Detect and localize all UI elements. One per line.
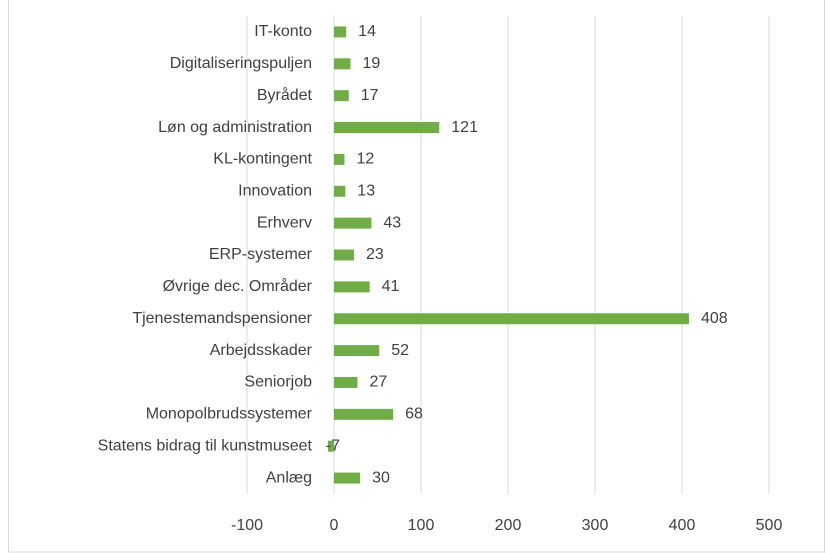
data-label: 12 [356,151,374,168]
x-tick-label: 400 [669,517,696,534]
data-label: 41 [382,278,400,295]
x-tick-label: 100 [408,517,435,534]
data-label: 19 [363,55,381,72]
y-tick-label: Innovation [238,182,312,199]
data-label: 30 [372,469,390,486]
bar [334,472,361,484]
bar [334,313,689,325]
y-tick-label: Seniorjob [244,374,312,391]
bar [334,249,355,261]
bar [334,90,349,102]
data-label: 27 [369,374,387,391]
bar [334,26,347,38]
x-tick-label: 0 [330,517,339,534]
y-tick-label: Løn og administration [158,119,312,136]
data-label: 121 [451,119,478,136]
y-tick-label: Øvrige dec. Områder [163,277,313,295]
y-tick-label: Monopolbrudssystemer [146,406,313,423]
data-label: 408 [701,310,728,327]
data-label: 23 [366,246,384,263]
x-tick-label: 300 [582,517,609,534]
y-tick-label: Byrådet [257,86,313,104]
y-tick-label: Tjenestemandspensioner [132,310,312,327]
x-tick-label: -100 [231,517,263,534]
y-tick-label: Erhverv [257,214,312,231]
bar [334,58,351,70]
data-label: 14 [358,23,376,40]
x-tick-label: 200 [495,517,522,534]
data-label: 43 [383,214,401,231]
y-tick-label: IT-konto [254,23,312,40]
y-tick-label: Anlæg [266,469,312,486]
data-label: 13 [357,182,375,199]
bar [334,281,370,293]
bar [334,153,345,165]
x-tick-label: 500 [756,517,783,534]
y-tick-label: KL-kontingent [213,151,312,168]
y-tick-label: Digitaliseringspuljen [170,55,312,72]
bar [334,217,372,229]
y-tick-label: Arbejdsskader [210,342,313,359]
chart-frame [8,0,825,553]
bar [334,345,380,357]
y-tick-label: Statens bidrag til kunstmuseet [98,437,313,454]
y-tick-label: ERP-systemer [209,246,313,263]
bar [334,122,440,134]
bar [334,408,394,420]
data-label: 68 [405,406,423,423]
data-label: 52 [391,342,409,359]
bar [334,376,358,388]
data-label: 17 [361,87,379,104]
data-label: -7 [326,437,340,454]
bar [334,185,346,197]
bar [327,440,334,452]
